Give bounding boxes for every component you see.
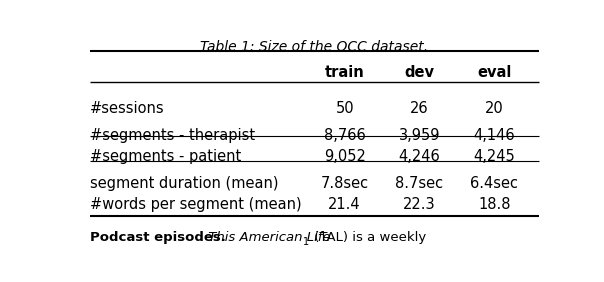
Text: #segments - patient: #segments - patient [89, 149, 241, 164]
Text: #words per segment (mean): #words per segment (mean) [89, 197, 301, 212]
Text: Podcast episodes.: Podcast episodes. [89, 232, 225, 244]
Text: dev: dev [405, 65, 434, 80]
Text: 22.3: 22.3 [403, 197, 436, 212]
Text: 4,245: 4,245 [474, 149, 515, 164]
Text: 4,246: 4,246 [399, 149, 440, 164]
Text: 4,146: 4,146 [474, 128, 515, 143]
Text: This American Life: This American Life [204, 232, 331, 244]
Text: 18.8: 18.8 [478, 197, 511, 212]
Text: eval: eval [477, 65, 512, 80]
Text: 9,052: 9,052 [324, 149, 365, 164]
Text: 8,766: 8,766 [324, 128, 365, 143]
Text: 1: 1 [303, 237, 309, 247]
Text: (TAL) is a weekly: (TAL) is a weekly [310, 232, 426, 244]
Text: 3,959: 3,959 [399, 128, 440, 143]
Text: 7.8sec: 7.8sec [321, 176, 368, 191]
Text: Table 1: Size of the OCC dataset.: Table 1: Size of the OCC dataset. [200, 40, 428, 54]
Text: 50: 50 [335, 101, 354, 116]
Text: 26: 26 [410, 101, 429, 116]
Text: 8.7sec: 8.7sec [396, 176, 443, 191]
Text: train: train [325, 65, 365, 80]
Text: 21.4: 21.4 [329, 197, 361, 212]
Text: #segments - therapist: #segments - therapist [89, 128, 255, 143]
Text: 20: 20 [485, 101, 504, 116]
Text: 6.4sec: 6.4sec [471, 176, 518, 191]
Text: #sessions: #sessions [89, 101, 164, 116]
Text: segment duration (mean): segment duration (mean) [89, 176, 278, 191]
